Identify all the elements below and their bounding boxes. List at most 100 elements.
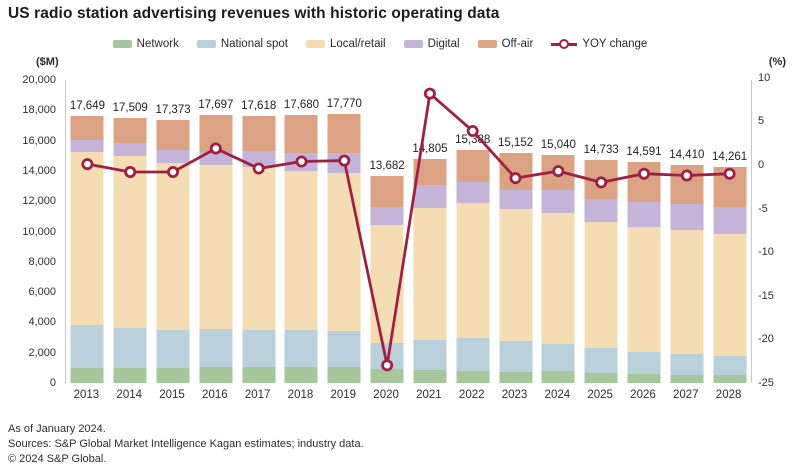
stacked-bar-2025 [584, 159, 618, 383]
bar-slot-2014: 17,509 [109, 80, 152, 383]
bar-segment-national-spot-2026 [627, 351, 661, 375]
bar-total-label-2014: 17,509 [112, 101, 148, 114]
left-axis-tick: 10,000 [22, 225, 56, 238]
left-axis-tick: 12,000 [22, 195, 56, 208]
yoy-line-marker-icon [551, 39, 578, 49]
bar-segment-off-air-2017 [242, 116, 276, 151]
bar-segment-national-spot-2014 [113, 327, 147, 368]
local-retail-swatch-icon [305, 40, 325, 48]
bar-segment-digital-2020 [370, 206, 404, 226]
yoy-marker-2028 [723, 167, 736, 180]
as-of-note: As of January 2024. [8, 423, 106, 435]
source-note: As of January 2024. Sources: S&P Global … [8, 422, 364, 467]
sources-note: Sources: S&P Global Market Intelligence … [8, 438, 364, 450]
bar-segment-local-retail-2021 [413, 208, 447, 340]
network-swatch-icon [112, 40, 132, 48]
bar-segment-network-2024 [541, 371, 575, 383]
bar-segment-off-air-2014 [113, 117, 147, 144]
stacked-bar-2017 [242, 116, 276, 383]
bar-segment-local-retail-2024 [541, 213, 575, 345]
chart-legend: Network National spot Local/retail Digital O… [0, 38, 760, 50]
bar-segment-digital-2015 [156, 150, 190, 164]
bar-segment-national-spot-2016 [199, 328, 233, 368]
right-axis-tick: 5 [758, 115, 765, 128]
bar-segment-off-air-2013 [70, 115, 104, 141]
bar-segment-national-spot-2019 [327, 331, 361, 368]
bar-segment-local-retail-2022 [456, 203, 490, 339]
legend-item-yoy-change: YOY change [551, 38, 647, 50]
x-axis-tick-2014: 2014 [116, 389, 143, 401]
yoy-marker-2017 [252, 162, 265, 175]
stacked-bar-2027 [670, 164, 704, 383]
bar-total-label-2024: 15,040 [540, 139, 576, 152]
yoy-marker-2016 [209, 142, 222, 155]
bar-segment-local-retail-2020 [370, 225, 404, 344]
bar-slot-2022: 15,388 [451, 80, 494, 383]
right-axis-tick: -5 [758, 202, 768, 215]
bar-segment-off-air-2015 [156, 119, 190, 151]
bar-slot-2018: 17,680 [280, 80, 323, 383]
bar-segment-digital-2023 [499, 189, 533, 209]
yoy-marker-2014 [124, 166, 137, 179]
bar-segment-local-retail-2014 [113, 156, 147, 328]
left-axis-tick: 18,000 [22, 104, 56, 117]
bar-total-label-2019: 17,770 [326, 97, 362, 110]
legend-item-local-retail: Local/retail [305, 38, 386, 50]
left-axis-tick: 2,000 [28, 346, 56, 359]
bar-segment-off-air-2022 [456, 149, 490, 182]
bar-segment-digital-2024 [541, 190, 575, 214]
x-axis-tick-2026: 2026 [630, 389, 656, 401]
bar-segment-digital-2014 [113, 143, 147, 157]
bar-segment-digital-2026 [627, 201, 661, 228]
bar-segment-national-spot-2027 [670, 353, 704, 375]
bar-slot-2028: 14,261 [708, 80, 751, 383]
right-axis-tick: -10 [758, 246, 774, 259]
bar-segment-network-2027 [670, 374, 704, 383]
yoy-marker-2026 [638, 167, 651, 180]
bar-total-label-2028: 14,261 [712, 150, 748, 163]
yoy-marker-2018 [295, 155, 308, 168]
bar-segment-local-retail-2017 [242, 166, 276, 330]
bar-total-label-2022: 15,388 [455, 133, 491, 146]
bar-segment-national-spot-2025 [584, 347, 618, 374]
x-axis-tick-2024: 2024 [544, 389, 571, 401]
legend-item-off-air: Off-air [477, 38, 534, 50]
right-axis-unit-label: (%) [768, 56, 786, 68]
bar-segment-national-spot-2024 [541, 344, 575, 372]
bar-segment-digital-2016 [199, 151, 233, 166]
bar-segment-local-retail-2028 [713, 233, 747, 357]
x-axis-tick-2020: 2020 [373, 389, 399, 401]
bar-segment-national-spot-2015 [156, 329, 190, 368]
legend-label: YOY change [582, 38, 648, 50]
copyright-note: © 2024 S&P Global. [8, 453, 107, 465]
yoy-change-line [81, 87, 736, 372]
bar-slot-2013: 17,649 [66, 80, 109, 383]
bar-total-label-2020: 13,682 [369, 159, 405, 172]
bar-total-label-2013: 17,649 [69, 99, 105, 112]
legend-item-network: Network [112, 38, 179, 50]
stacked-bar-2019 [327, 113, 361, 383]
stacked-bar-2028 [713, 166, 747, 383]
bar-total-label-2018: 17,680 [283, 99, 320, 112]
left-axis-tick: 14,000 [22, 164, 56, 177]
bar-segment-network-2026 [627, 374, 661, 383]
bar-segment-local-retail-2019 [327, 172, 361, 332]
bar-segment-off-air-2019 [327, 113, 361, 153]
legend-label: Off-air [501, 38, 534, 50]
national-spot-swatch-icon [196, 40, 216, 48]
yoy-marker-2021 [423, 87, 436, 100]
left-axis-tick: 20,000 [22, 74, 56, 86]
bar-segment-local-retail-2026 [627, 227, 661, 352]
bar-slot-2016: 17,697 [194, 80, 237, 383]
right-axis-tick: -20 [758, 333, 774, 346]
bar-segment-local-retail-2018 [284, 170, 318, 331]
x-axis-tick-2013: 2013 [73, 389, 100, 401]
bar-segment-national-spot-2021 [413, 339, 447, 371]
bar-total-label-2017: 17,618 [241, 100, 277, 113]
right-axis-tick: -25 [758, 376, 774, 389]
stacked-bar-2016 [199, 114, 233, 383]
left-axis-tick: 8,000 [28, 255, 56, 268]
stacked-bar-2020 [370, 175, 404, 383]
bar-segment-network-2028 [713, 375, 747, 383]
bar-segment-network-2017 [242, 367, 276, 383]
